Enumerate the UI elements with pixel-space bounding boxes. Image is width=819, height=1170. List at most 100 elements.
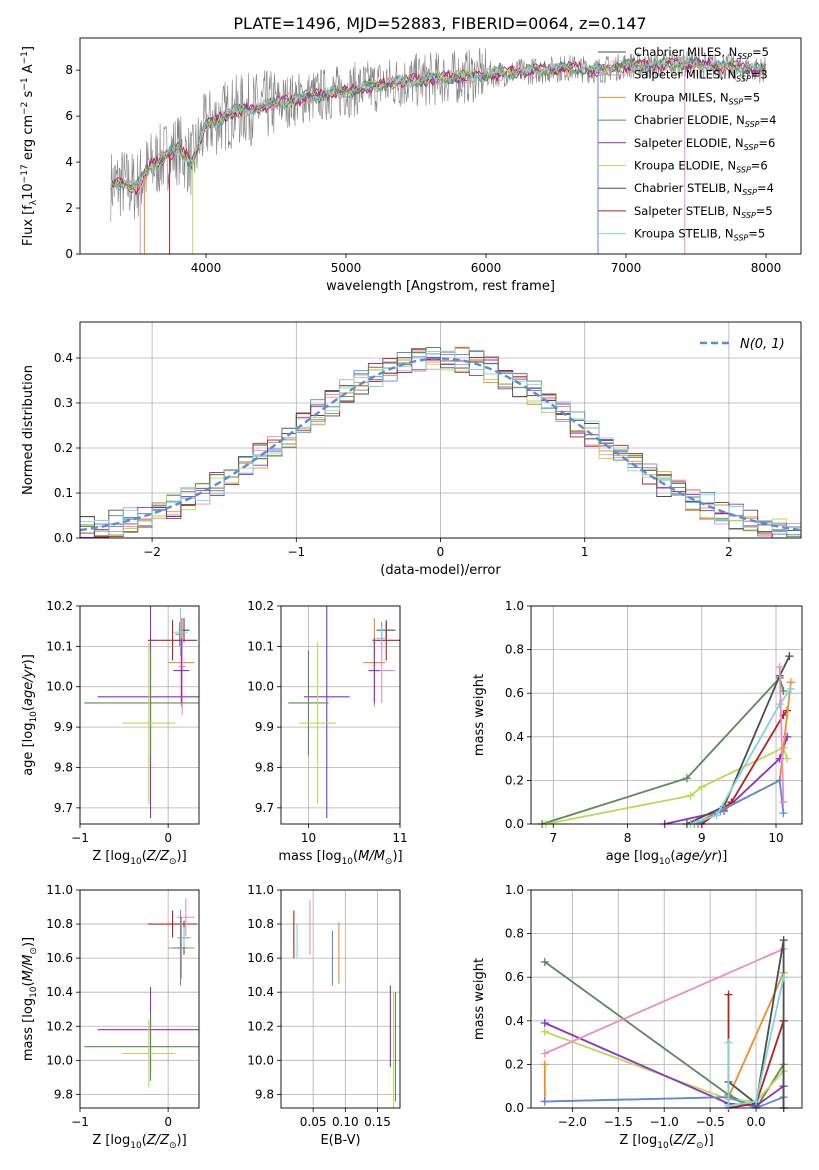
- weight-line: [778, 666, 785, 803]
- weight_vs_Z-ytick-label: 0.8: [505, 927, 524, 941]
- spectrum-ytick-label: 8: [65, 63, 73, 77]
- spectrum-ytick-label: 4: [65, 155, 73, 169]
- weight_vs_age-ylabel: mass weight: [472, 674, 487, 756]
- age_vs_Z-ytick-label: 10.2: [46, 599, 73, 613]
- legend-entry: Kroupa STELIB, NSSP=5: [634, 227, 765, 243]
- label-part: mass weight: [472, 958, 487, 1040]
- label-part: Kroupa STELIB, N: [634, 227, 734, 241]
- label-part: Kroupa MILES, N: [634, 90, 729, 104]
- label-part: (: [21, 981, 36, 986]
- mass_vs_Z-panel: −1 09.810.010.210.410.610.811.0Z [log10(Z…: [21, 883, 200, 1151]
- mass_vs_ebv-ytick-label: 10.2: [247, 1019, 274, 1033]
- label-part: SSP: [729, 97, 744, 106]
- label-part: (: [669, 1133, 674, 1148]
- weight-point: [682, 774, 691, 783]
- label-part: Kroupa ELODIE, N: [634, 159, 736, 173]
- weight-point: [540, 1060, 549, 1069]
- label-part: Chabrier ELODIE, N: [634, 113, 745, 127]
- spectrum-xtick-label: 8000: [751, 261, 782, 275]
- residuals-ytick-label: 0.2: [54, 441, 73, 455]
- label-part: age [log: [606, 849, 659, 864]
- label-part: 10: [29, 711, 39, 723]
- weight-line: [544, 948, 784, 1055]
- mass_vs_Z-ytick-label: 11.0: [46, 883, 73, 897]
- age_vs_mass-xlabel: mass [log10(M/M⊙)]: [278, 849, 402, 867]
- mass_vs_ebv-xtick-label: 0.15: [364, 1115, 391, 1129]
- weight_vs_age-xtick-label: 8: [624, 831, 632, 845]
- age_vs_mass-ytick-label: 9.9: [255, 720, 274, 734]
- histograms: [80, 346, 801, 538]
- weight_vs_Z-xlabel: Z [log10(Z/Z⊙)]: [619, 1133, 713, 1151]
- label-part: SSP: [744, 143, 759, 152]
- residuals-xtick-label: 0: [437, 545, 445, 559]
- weight-point: [779, 936, 788, 945]
- label-part: SSP: [742, 188, 757, 197]
- weight_vs_Z-ytick-label: 0.0: [505, 1101, 524, 1115]
- age_vs_mass-ytick-label: 10.0: [247, 680, 274, 694]
- label-part: ⊙: [169, 1141, 177, 1151]
- age_vs_mass-ytick-label: 10.1: [247, 639, 274, 653]
- label-part: ⊙: [385, 857, 393, 867]
- mass_vs_Z-xlabel: Z [log10(Z/Z⊙)]: [92, 1133, 186, 1151]
- mass_vs_ebv-ytick-label: 11.0: [247, 883, 274, 897]
- residuals-xtick-label: −1: [287, 545, 305, 559]
- weight-point: [540, 1027, 549, 1036]
- legend-normal: N(0, 1): [740, 337, 785, 352]
- label-part: age/yr: [21, 663, 36, 706]
- label-part: )]: [717, 849, 727, 864]
- weight-point: [686, 791, 695, 800]
- mass_vs_ebv-panel: 0.05 0.10 0.15 9.8 10.0 10.2 10.4 10.6 10.8 11.0 E…: [247, 883, 401, 1148]
- label-part: mass [log: [21, 998, 36, 1061]
- residuals-ytick-label: 0.1: [54, 486, 73, 500]
- spectrum-data: [110, 47, 767, 254]
- weight-line: [686, 655, 791, 825]
- age_vs_Z-ytick-label: 9.9: [54, 720, 73, 734]
- label-part: =4: [760, 113, 777, 127]
- age_vs_mass-points: [288, 606, 400, 818]
- mass_vs_ebv-ytick-label: 10.0: [247, 1053, 274, 1067]
- label-part: −17: [20, 164, 30, 183]
- age_vs_mass-ytick-label: 10.2: [247, 599, 274, 613]
- weight-point: [752, 1097, 761, 1106]
- label-part: mass [log: [278, 849, 341, 864]
- age_vs_mass-xtick-label: 10: [301, 831, 316, 845]
- mass_vs_Z-ytick-label: 10.0: [46, 1053, 73, 1067]
- weight_vs_age-xtick-label: 7: [549, 831, 557, 845]
- label-part: Chabrier STELIB, N: [634, 181, 742, 195]
- label-part: 10: [342, 857, 354, 867]
- age_vs_Z-xtick-label: −1: [71, 831, 89, 845]
- label-part: s: [21, 90, 36, 101]
- spectrum-xlabel: wavelength [Angstrom, rest frame]: [326, 279, 555, 294]
- mass_vs_ebv-ytick-label: 10.8: [247, 917, 274, 931]
- label-part: =5: [756, 204, 773, 218]
- weight_vs_Z-xtick-label: −2.0: [558, 1115, 587, 1129]
- legend-entry: Kroupa MILES, NSSP=5: [634, 90, 760, 106]
- label-part: =6: [758, 136, 775, 150]
- age_vs_Z-points: [84, 606, 199, 818]
- label-part: Z/Z: [146, 1133, 170, 1148]
- label-part: =3: [751, 68, 768, 82]
- mass_vs_ebv-ytick-label: 9.8: [255, 1087, 274, 1101]
- weight_vs_Z-panel: −2.0 −1.5 −1.0 −0.5 0.0 0.0 0.2 0.4 0.6 0.8 1.0 Z […: [472, 883, 803, 1151]
- mass_vs_ebv-points: [293, 900, 397, 1108]
- weight_vs_age-xtick-label: 10: [768, 831, 783, 845]
- weight_vs_age-ytick-label: 0.2: [505, 773, 524, 787]
- residuals-ytick-label: 0.0: [54, 531, 73, 545]
- weight-line: [544, 1096, 784, 1109]
- label-part: age/yr: [675, 849, 718, 864]
- weight_vs_age-frame: [530, 605, 803, 825]
- label-part: M/M: [21, 955, 36, 982]
- weight-point: [779, 809, 788, 818]
- weight_vs_Z-xtick-label: −1.5: [604, 1115, 633, 1129]
- weight_vs_Z-ylabel: mass weight: [472, 958, 487, 1040]
- legend-entry: Salpeter STELIB, NSSP=5: [634, 204, 773, 220]
- residuals-xlabel: (data-model)/error: [380, 563, 501, 578]
- label-part: (: [670, 849, 675, 864]
- mass_vs_Z-ytick-label: 10.4: [46, 985, 73, 999]
- observed-spectrum: [110, 47, 767, 222]
- label-part: )]: [21, 654, 36, 664]
- normal-curve: [80, 357, 801, 532]
- weight_vs_age-ytick-label: 0.6: [505, 686, 524, 700]
